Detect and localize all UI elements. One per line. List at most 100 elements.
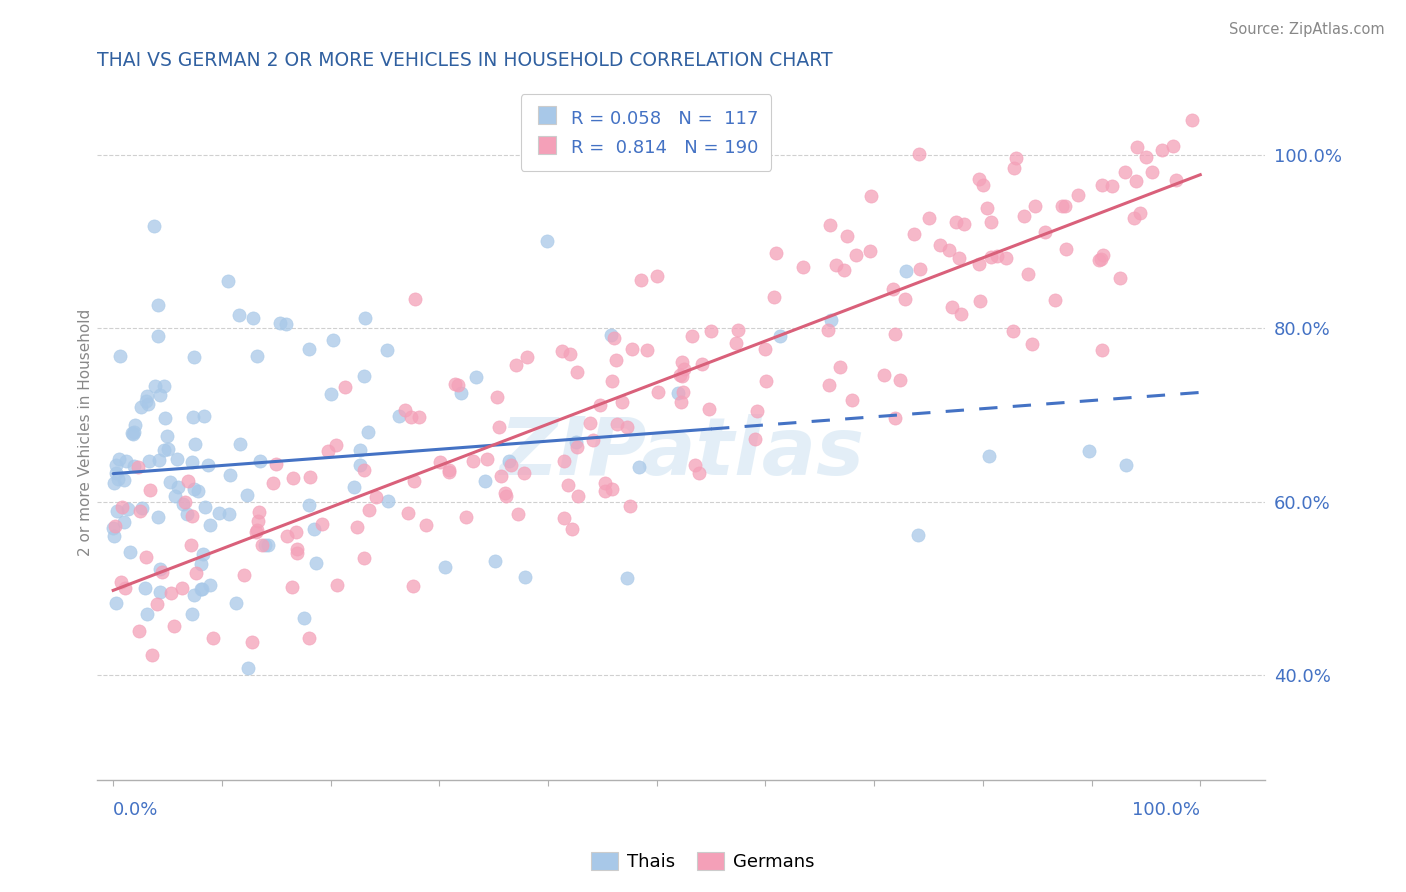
Point — [558, 347, 581, 361]
Point — [377, 494, 399, 508]
Point — [447, 378, 470, 392]
Point — [434, 560, 457, 574]
Point — [159, 475, 181, 490]
Point — [285, 524, 308, 539]
Text: ZIPatlas: ZIPatlas — [499, 414, 863, 492]
Point — [565, 365, 588, 379]
Point — [190, 558, 212, 572]
Point — [187, 483, 209, 498]
Point — [146, 597, 169, 611]
Point — [1126, 139, 1149, 153]
Point — [495, 489, 517, 503]
Point — [353, 310, 375, 325]
Point — [257, 538, 280, 552]
Point — [747, 404, 769, 418]
Point — [103, 529, 125, 543]
Point — [353, 368, 375, 383]
Point — [388, 409, 411, 423]
Point — [437, 465, 460, 479]
Point — [619, 499, 641, 513]
Point — [765, 245, 787, 260]
Point — [180, 607, 202, 621]
Point — [415, 518, 437, 533]
Point — [755, 374, 778, 388]
Point — [908, 261, 931, 276]
Point — [700, 324, 723, 338]
Point — [135, 550, 157, 565]
Point — [859, 244, 882, 258]
Point — [136, 607, 159, 621]
Point — [404, 292, 426, 306]
Point — [437, 463, 460, 477]
Point — [264, 457, 287, 471]
Point — [450, 385, 472, 400]
Point — [250, 538, 273, 552]
Point — [595, 476, 617, 491]
Point — [357, 503, 380, 517]
Point — [180, 538, 202, 552]
Point — [108, 349, 131, 363]
Point — [907, 527, 929, 541]
Point — [949, 307, 972, 321]
Point — [1166, 173, 1188, 187]
Point — [605, 352, 627, 367]
Legend: Thais, Germans: Thais, Germans — [583, 846, 823, 879]
Point — [506, 507, 529, 521]
Point — [333, 379, 356, 393]
Point — [110, 574, 132, 589]
Point — [565, 435, 588, 450]
Point — [977, 450, 1000, 464]
Point — [1054, 242, 1077, 256]
Point — [669, 395, 692, 409]
Point — [491, 468, 513, 483]
Point — [820, 313, 842, 327]
Point — [229, 437, 252, 451]
Point — [357, 425, 380, 439]
Point — [245, 524, 267, 539]
Point — [844, 248, 866, 262]
Point — [1101, 179, 1123, 194]
Point — [1012, 209, 1035, 223]
Point — [792, 260, 814, 275]
Point — [105, 466, 128, 480]
Point — [994, 251, 1017, 265]
Point — [236, 488, 259, 502]
Point — [197, 458, 219, 472]
Point — [194, 500, 217, 514]
Point — [325, 438, 347, 452]
Point — [762, 290, 785, 304]
Point — [198, 578, 221, 592]
Point — [484, 553, 506, 567]
Point — [1135, 150, 1157, 164]
Point — [253, 538, 276, 552]
Point — [112, 473, 135, 487]
Point — [150, 565, 173, 579]
Point — [155, 411, 177, 425]
Point — [193, 409, 215, 424]
Point — [177, 475, 200, 489]
Point — [1090, 343, 1112, 357]
Point — [907, 147, 929, 161]
Point — [681, 329, 703, 343]
Point — [464, 370, 486, 384]
Point — [1115, 458, 1137, 473]
Point — [128, 624, 150, 639]
Point — [149, 584, 172, 599]
Point — [107, 472, 129, 486]
Point — [825, 258, 848, 272]
Point — [817, 323, 839, 337]
Point — [688, 466, 710, 480]
Point — [172, 581, 194, 595]
Point — [830, 359, 852, 374]
Point — [672, 362, 695, 376]
Point — [505, 358, 527, 372]
Point — [153, 378, 176, 392]
Point — [246, 515, 269, 529]
Point — [1125, 174, 1147, 188]
Point — [952, 217, 974, 231]
Point — [299, 470, 322, 484]
Point — [236, 661, 259, 675]
Point — [884, 410, 907, 425]
Point — [353, 550, 375, 565]
Point — [600, 374, 623, 388]
